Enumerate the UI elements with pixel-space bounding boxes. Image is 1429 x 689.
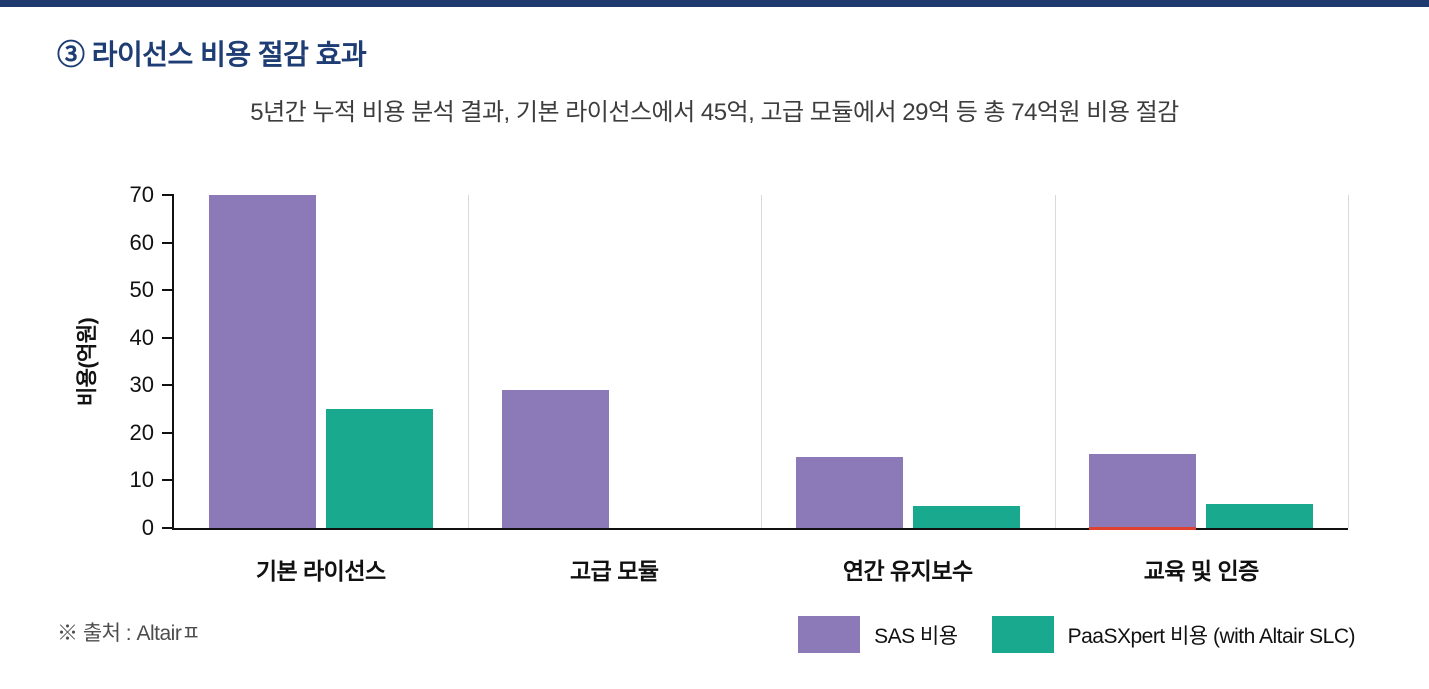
x-axis-labels: 기본 라이선스 고급 모듈 연간 유지보수 교육 및 인증	[174, 552, 1348, 586]
gridline-vertical	[1054, 195, 1056, 528]
bar-group	[1055, 195, 1349, 530]
y-axis-title: 비용(억원)	[76, 317, 99, 406]
plot-area: 비용(억원) 기본 라이선스 고급 모듈 연간 유지보수 교육 및 인증 0 10 20 3…	[76, 184, 1349, 584]
gridline-vertical	[467, 195, 469, 528]
top-accent-strip	[0, 0, 1429, 7]
y-tick-mark	[162, 336, 174, 339]
legend-swatch	[798, 616, 861, 653]
legend-item: SAS 비용	[798, 616, 958, 653]
bar-series-0-0	[208, 195, 316, 528]
y-tick-label: 60	[129, 229, 154, 255]
y-tick-label: 70	[129, 182, 154, 207]
y-tick-label: 0	[141, 515, 154, 540]
legend-label: SAS 비용	[874, 624, 958, 648]
legend-label: PaaSXpert 비용 (with Altair SLC)	[1067, 624, 1356, 648]
y-tick-label: 30	[129, 372, 154, 398]
y-tick-mark	[162, 241, 174, 244]
y-tick-label: 50	[129, 277, 154, 303]
y-tick-mark	[162, 527, 174, 529]
y-tick-mark	[162, 194, 174, 196]
bar-series-1-2	[912, 505, 1020, 528]
gridline-vertical	[1348, 195, 1349, 528]
bar-group	[174, 195, 468, 528]
x-category-label: 기본 라이선스	[255, 558, 386, 584]
x-category-label: 교육 및 인증	[1143, 558, 1260, 584]
y-tick-mark	[162, 479, 174, 482]
x-category-label: 고급 모듈	[569, 558, 659, 584]
legend-item: PaaSXpert 비용 (with Altair SLC)	[991, 616, 1356, 653]
bar-series-0-3	[1089, 454, 1197, 530]
bar-series-0-2	[795, 456, 903, 528]
bar-series-1-0	[325, 409, 433, 528]
bar-series-0-1	[502, 390, 610, 528]
source-note: ※ 출처 : Altairㅍ	[57, 622, 201, 645]
y-tick-mark	[162, 384, 174, 387]
page-title: ③ 라이선스 비용 절감 효과	[57, 39, 367, 70]
chart-subtitle: 5년간 누적 비용 분석 결과, 기본 라이선스에서 45억, 고급 모듈에서 …	[250, 99, 1179, 126]
gridline-vertical	[761, 195, 762, 528]
y-tick-label: 20	[129, 419, 154, 445]
y-tick-label: 10	[129, 467, 154, 493]
bar-groups	[174, 195, 1349, 530]
legend: SAS 비용 PaaSXpert 비용 (with Altair SLC)	[798, 616, 1356, 653]
bar-group	[761, 195, 1055, 528]
bar-group	[468, 195, 762, 528]
bar-series-1-3	[1206, 504, 1314, 528]
y-tick-mark	[162, 431, 174, 434]
y-tick-label: 40	[129, 324, 154, 350]
y-tick-mark	[162, 289, 174, 292]
x-category-label: 연간 유지보수	[842, 558, 973, 584]
baseline-highlight	[1089, 527, 1197, 530]
legend-swatch	[991, 616, 1054, 653]
